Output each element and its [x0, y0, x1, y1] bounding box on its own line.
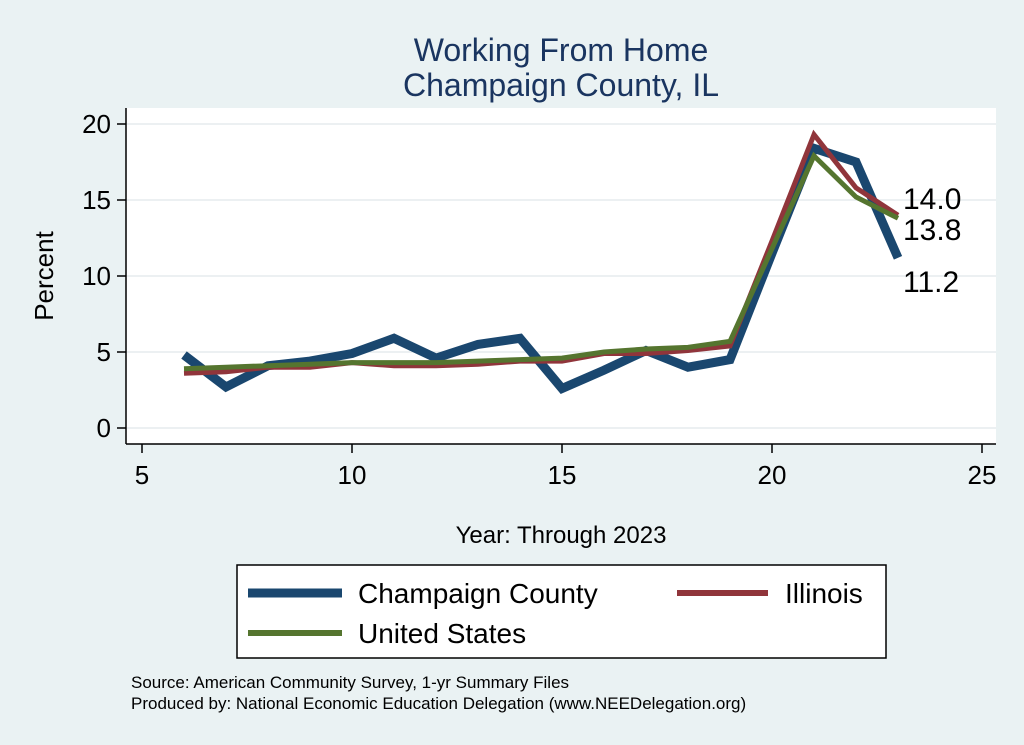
chart-subtitle: Champaign County, IL: [403, 67, 719, 103]
y-tick-label-20: 20: [82, 109, 111, 139]
chart-title: Working From Home: [414, 32, 709, 68]
end-label-united-states: 13.8: [903, 214, 961, 247]
x-tick-label-5: 5: [135, 460, 149, 490]
end-label-illinois: 14.0: [903, 183, 961, 216]
end-labels: 14.013.8 11.2: [903, 183, 961, 299]
y-axis-label: Percent: [29, 230, 59, 320]
legend: Champaign County Illinois United States: [236, 564, 887, 659]
legend-label-united-states: United States: [358, 618, 526, 649]
end-label-champaign-county: 11.2: [903, 266, 959, 299]
legend-box: [236, 564, 887, 659]
footer-produced-by: Produced by: National Economic Education…: [131, 694, 746, 713]
y-tick-label-5: 5: [97, 337, 111, 367]
x-tick-label-15: 15: [548, 460, 577, 490]
y-tick-label-10: 10: [82, 261, 111, 291]
series-line-united-states: [183, 151, 900, 372]
y-tick-label-0: 0: [97, 413, 111, 443]
y-tick-label-15: 15: [82, 185, 111, 215]
series-lines: [181, 129, 903, 394]
x-tick-label-20: 20: [758, 460, 787, 490]
x-axis-label: Year: Through 2023: [456, 522, 667, 549]
legend-label-champaign-county: Champaign County: [358, 578, 598, 609]
gridlines: [126, 123, 996, 429]
footer-source: Source: American Community Survey, 1-yr …: [131, 673, 569, 692]
legend-label-illinois: Illinois: [785, 578, 863, 609]
x-tick-label-25: 25: [968, 460, 997, 490]
x-tick-label-10: 10: [338, 460, 367, 490]
